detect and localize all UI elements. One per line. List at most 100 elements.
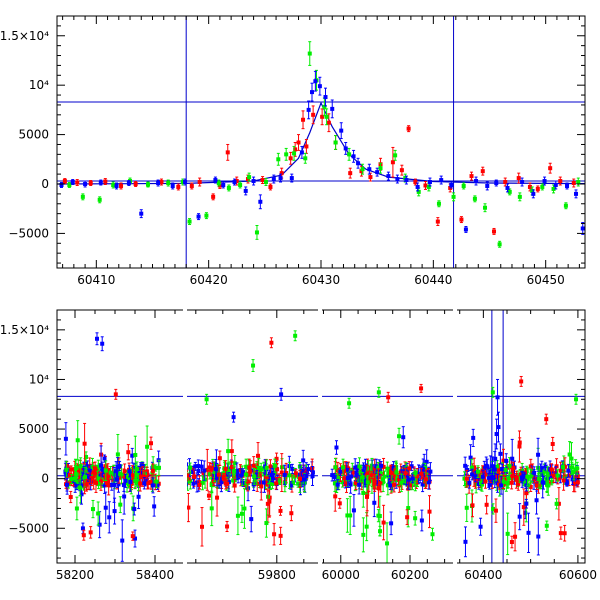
data-point: [470, 472, 475, 477]
data-point: [564, 480, 569, 485]
data-point: [93, 466, 98, 471]
data-point: [475, 469, 480, 474]
data-point: [463, 539, 468, 544]
data-point: [522, 480, 527, 485]
data-point: [550, 441, 555, 446]
data-point: [459, 217, 464, 222]
data-point: [375, 474, 380, 479]
data-point: [520, 180, 525, 185]
data-point: [105, 476, 110, 481]
data-point: [378, 481, 383, 486]
data-point: [330, 106, 335, 111]
data-point: [380, 477, 385, 482]
data-point: [274, 481, 279, 486]
data-point: [166, 181, 171, 186]
x-tick-label: 60000: [322, 568, 360, 582]
data-point: [426, 184, 431, 189]
data-point: [503, 180, 508, 185]
data-point: [478, 474, 483, 479]
data-point: [413, 481, 418, 486]
data-point: [337, 501, 342, 506]
data-point: [517, 444, 522, 449]
data-point: [413, 470, 418, 475]
data-point: [136, 494, 141, 499]
data-point: [278, 533, 283, 538]
data-point: [406, 477, 411, 482]
data-point: [264, 474, 269, 479]
data-point: [503, 468, 508, 473]
data-point: [494, 479, 499, 484]
data-point: [482, 465, 487, 470]
data-point: [531, 191, 536, 196]
data-point: [199, 464, 204, 469]
data-point: [100, 470, 105, 475]
data-point: [260, 178, 265, 183]
y-tick-label: 5000: [18, 422, 49, 436]
top-plot-frame: [56, 15, 586, 269]
data-point: [254, 472, 259, 477]
data-point: [263, 477, 268, 482]
data-point: [150, 483, 155, 488]
data-point: [467, 480, 472, 485]
data-point: [256, 453, 261, 458]
data-point: [183, 180, 188, 185]
data-point: [215, 469, 220, 474]
data-point: [372, 479, 377, 484]
data-point: [464, 482, 469, 487]
data-point: [152, 504, 157, 509]
data-point: [561, 478, 566, 483]
data-point: [277, 479, 282, 484]
data-point: [232, 468, 237, 473]
data-point: [409, 483, 414, 488]
data-point: [272, 463, 277, 468]
x-tick-label: 58400: [136, 568, 174, 582]
data-point: [388, 483, 393, 488]
data-point: [269, 472, 274, 477]
data-point: [271, 470, 276, 475]
data-point: [196, 469, 201, 474]
data-point: [536, 452, 541, 457]
data-point: [238, 182, 243, 187]
data-point: [335, 482, 340, 487]
data-point: [304, 144, 309, 149]
data-point: [505, 185, 510, 190]
data-point: [395, 177, 400, 182]
data-point: [133, 182, 138, 186]
data-point: [64, 467, 69, 472]
data-point: [344, 467, 349, 472]
data-point: [84, 464, 89, 469]
data-point: [211, 465, 216, 470]
data-point: [187, 219, 192, 224]
data-point: [548, 166, 553, 171]
data-point: [409, 464, 414, 469]
data-point: [80, 194, 85, 199]
data-point: [229, 465, 234, 470]
data-point: [213, 178, 218, 183]
data-point: [485, 183, 490, 188]
data-point: [221, 182, 226, 187]
data-point: [120, 538, 125, 543]
data-point: [519, 379, 524, 384]
data-point: [282, 472, 287, 477]
data-point: [221, 474, 226, 479]
data-point: [284, 152, 289, 157]
data-point: [125, 475, 130, 480]
data-point: [207, 465, 212, 470]
data-point: [323, 95, 328, 100]
data-point: [216, 181, 221, 186]
top-panel: 60410 60420 60430 60440 60450 −5000 0 5000 10⁴ 1.…: [0, 15, 586, 287]
data-point: [493, 508, 498, 513]
data-point: [225, 150, 230, 155]
data-point: [191, 470, 196, 475]
data-point: [142, 474, 147, 479]
data-point: [289, 511, 294, 516]
data-point: [540, 184, 545, 189]
x-tick-label: 60450: [527, 273, 565, 287]
data-point: [258, 469, 263, 474]
y-tick-label: 10⁴: [29, 78, 49, 92]
data-point: [266, 482, 271, 487]
data-point: [200, 524, 205, 529]
data-point: [156, 181, 161, 186]
data-point: [271, 177, 276, 182]
